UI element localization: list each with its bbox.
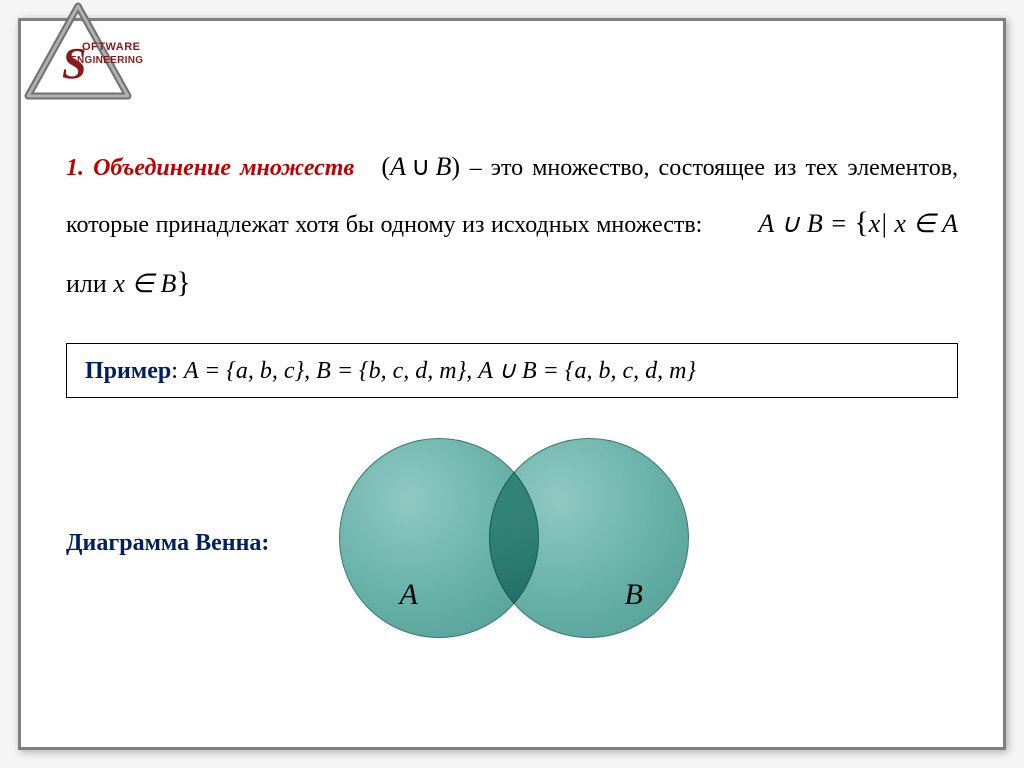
term-union-of-sets: Объединение множеств [93, 155, 354, 181]
definition-paragraph: 1. Объединение множеств (A ∪ B) – это мн… [66, 141, 958, 313]
slide-frame: 1. Объединение множеств (A ∪ B) – это мн… [18, 18, 1006, 750]
example-set-a: A = {a, b, c}, [184, 358, 310, 384]
venn-diagram: A B [339, 438, 719, 648]
example-set-b: B = {b, c, d, m}, [316, 358, 472, 384]
example-label: Пример [85, 358, 171, 384]
example-union: A ∪ B = {a, b, c, d, m} [478, 358, 696, 384]
venn-label-a: A [399, 578, 417, 612]
software-engineering-logo: S OFTWARE ENGINEERING [10, 0, 150, 115]
venn-label-b: B [624, 578, 642, 612]
example-box: Пример: A = {a, b, c}, B = {b, c, d, m},… [66, 343, 958, 398]
item-number: 1. [66, 155, 84, 181]
slide-content: 1. Объединение множеств (A ∪ B) – это мн… [66, 141, 958, 648]
svg-text:ENGINEERING: ENGINEERING [70, 55, 143, 66]
svg-text:OFTWARE: OFTWARE [82, 41, 141, 53]
union-notation: (A ∪ B) [381, 152, 469, 181]
venn-section: Диаграмма Венна: A B [66, 438, 958, 648]
venn-diagram-label: Диаграмма Венна: [66, 530, 269, 557]
venn-circle-b [489, 438, 689, 638]
